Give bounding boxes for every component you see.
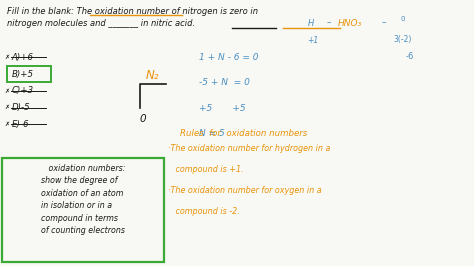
Text: H: H [308,19,314,28]
Text: ✗: ✗ [4,55,9,60]
Text: 1 + N - 6 = 0: 1 + N - 6 = 0 [199,53,259,62]
Text: compound is +1.: compound is +1. [168,165,244,174]
Text: C)+3: C)+3 [12,86,34,95]
Text: -6: -6 [405,52,414,61]
Text: 0: 0 [140,114,146,124]
Text: N₂: N₂ [146,69,159,82]
Text: oxidation numbers:
show the degree of
oxidation of an atom
in isolation or in a
: oxidation numbers: show the degree of ox… [41,164,125,235]
Text: ·The oxidation number for hydrogen in a: ·The oxidation number for hydrogen in a [168,144,331,153]
Text: ✗: ✗ [4,105,9,110]
Text: +5       +5: +5 +5 [199,104,246,113]
Text: D)-5: D)-5 [12,103,30,112]
Text: –: – [327,19,331,28]
Text: Rules  for  oxidation numbers: Rules for oxidation numbers [181,129,308,138]
Text: ·The oxidation number for oxygen in a: ·The oxidation number for oxygen in a [168,186,322,195]
Text: Fill in the blank: The oxidation number of nitrogen is zero in: Fill in the blank: The oxidation number … [7,7,258,16]
Text: B)+5: B)+5 [12,70,34,79]
Text: 0: 0 [401,16,405,22]
Text: N = 5: N = 5 [199,129,225,138]
Text: -5 + N  = 0: -5 + N = 0 [199,78,250,88]
Text: A)+6: A)+6 [12,53,34,62]
Text: compound is -2.: compound is -2. [168,207,240,217]
Text: –: – [382,19,386,28]
Text: ✗: ✗ [4,122,9,127]
Text: nitrogen molecules and _______ in nitric acid.: nitrogen molecules and _______ in nitric… [7,19,195,28]
Text: ✗: ✗ [4,89,9,93]
Text: +1: +1 [307,36,319,45]
Text: E)-6: E)-6 [12,120,29,129]
Text: HNO₃: HNO₃ [337,19,362,28]
Text: 3(-2): 3(-2) [393,35,412,44]
